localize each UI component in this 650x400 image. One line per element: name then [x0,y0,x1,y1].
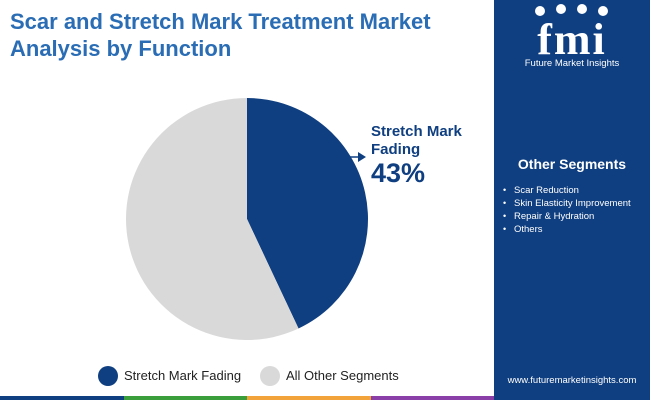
legend-swatch-primary [98,366,118,386]
bar-segment-blue [0,396,124,400]
bar-segment-orange [247,396,371,400]
svg-text:fmi: fmi [537,15,607,60]
pie-chart [125,98,368,340]
segment-item: Skin Elasticity Improvement [502,197,648,210]
segment-item: Repair & Hydration [502,210,648,223]
pie-slice-stretch-mark-fading [247,98,368,329]
legend-label: Stretch Mark Fading [124,368,242,383]
bar-segment-green [123,396,247,400]
segment-item: Scar Reduction [502,184,648,197]
fmi-logo-icon: fmi [535,4,608,64]
other-segments-list: Scar Reduction Skin Elasticity Improveme… [502,184,648,236]
legend-label: All Other Segments [286,368,399,383]
bottom-color-bar [0,396,494,400]
other-segments-title: Other Segments [517,156,627,172]
website-link[interactable]: www.futuremarketinsights.com [507,375,637,386]
pie-slices [125,98,368,340]
callout-arrow-head [358,152,366,162]
callout-label: Stretch Mark Fading [371,123,462,158]
page-title: Scar and Stretch Mark Treatment Market A… [10,9,431,61]
brand-logo[interactable]: fmi Future Market Insights [494,0,650,80]
sidebar: fmi Future Market Insights Other Segment… [494,0,650,400]
callout-value: 43% [371,158,426,188]
segment-item: Others [502,223,648,236]
pie-slice-all-other-segments [125,98,299,340]
legend-swatch-other [260,366,280,386]
brand-name: Future Market Insights [524,58,620,69]
bar-segment-purple [370,396,494,400]
